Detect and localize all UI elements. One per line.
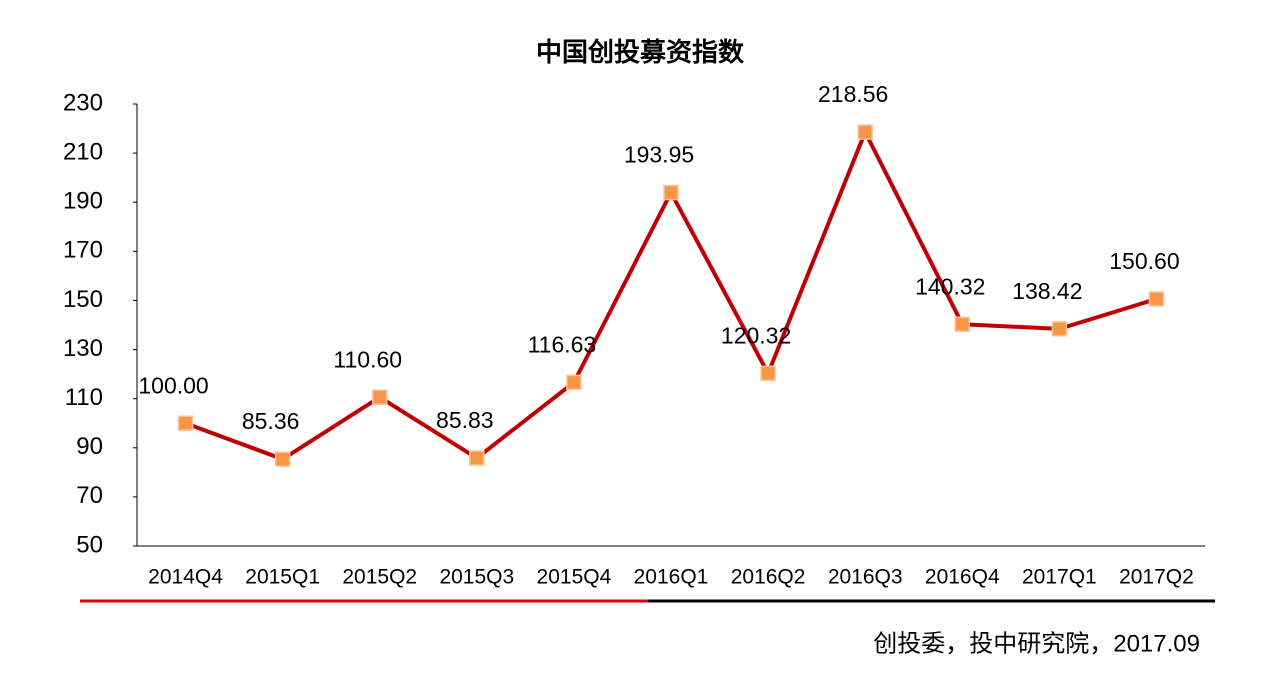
y-tick-label: 170 <box>63 237 103 264</box>
marker <box>274 451 291 467</box>
y-tick-label: 190 <box>63 188 103 215</box>
data-label: 193.95 <box>624 142 694 168</box>
y-tick-label: 210 <box>63 138 103 165</box>
data-label: 110.60 <box>333 346 402 372</box>
x-tick-label: 2014Q4 <box>148 566 223 589</box>
marker <box>954 316 971 332</box>
x-tick-label: 2017Q2 <box>1119 566 1194 589</box>
data-label: 138.42 <box>1012 278 1082 304</box>
y-tick-label: 70 <box>76 482 103 509</box>
source-note: 创投委，投中研究院，2017.09 <box>873 630 1200 657</box>
data-label: 218.56 <box>818 81 888 107</box>
marker <box>663 184 679 201</box>
y-tick-label: 50 <box>76 531 103 558</box>
chart-title: 中国创投募资指数 <box>536 38 745 68</box>
marker <box>857 124 873 140</box>
marker <box>1148 291 1165 307</box>
series-line <box>184 130 1158 462</box>
data-label: 120.32 <box>721 322 791 348</box>
x-tick-label: 2016Q4 <box>925 566 1000 589</box>
x-tick-label: 2016Q2 <box>731 566 806 589</box>
data-label: 116.63 <box>528 331 597 357</box>
marker <box>1051 321 1068 337</box>
y-tick-label: 90 <box>76 433 103 460</box>
y-tick-label: 130 <box>63 335 103 362</box>
data-label: 85.36 <box>242 408 300 434</box>
marker <box>760 365 776 382</box>
marker <box>177 415 194 431</box>
x-tick-label: 2017Q1 <box>1022 566 1097 589</box>
data-label: 140.32 <box>915 273 985 299</box>
x-tick-label: 2015Q3 <box>439 566 514 589</box>
x-tick-label: 2015Q2 <box>342 566 417 589</box>
x-tick-label: 2016Q3 <box>828 566 903 589</box>
y-tick-label: 110 <box>65 384 103 411</box>
x-tick-label: 2015Q1 <box>245 566 320 589</box>
data-label: 85.83 <box>436 407 494 433</box>
data-label: 100.00 <box>138 372 208 398</box>
x-tick-label: 2016Q1 <box>634 566 709 589</box>
data-label: 150.60 <box>1109 248 1179 274</box>
x-tick-label: 2015Q4 <box>537 566 612 589</box>
marker <box>469 450 485 466</box>
y-tick-label: 230 <box>63 89 103 116</box>
marker <box>371 389 388 405</box>
y-tick-label: 150 <box>63 286 103 313</box>
marker <box>566 374 582 391</box>
